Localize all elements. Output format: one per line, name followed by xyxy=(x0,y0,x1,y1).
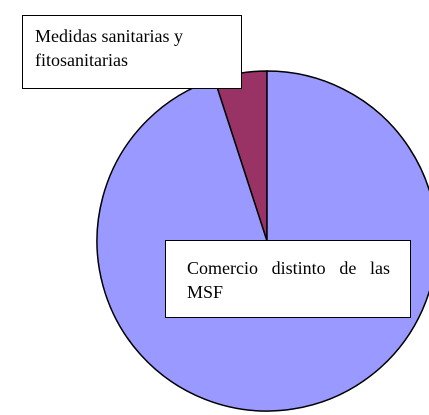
slice-label: Medidas sanitarias y fitosanitarias xyxy=(22,15,242,89)
slice-label: Comercio distinto de las MSF xyxy=(165,240,411,318)
